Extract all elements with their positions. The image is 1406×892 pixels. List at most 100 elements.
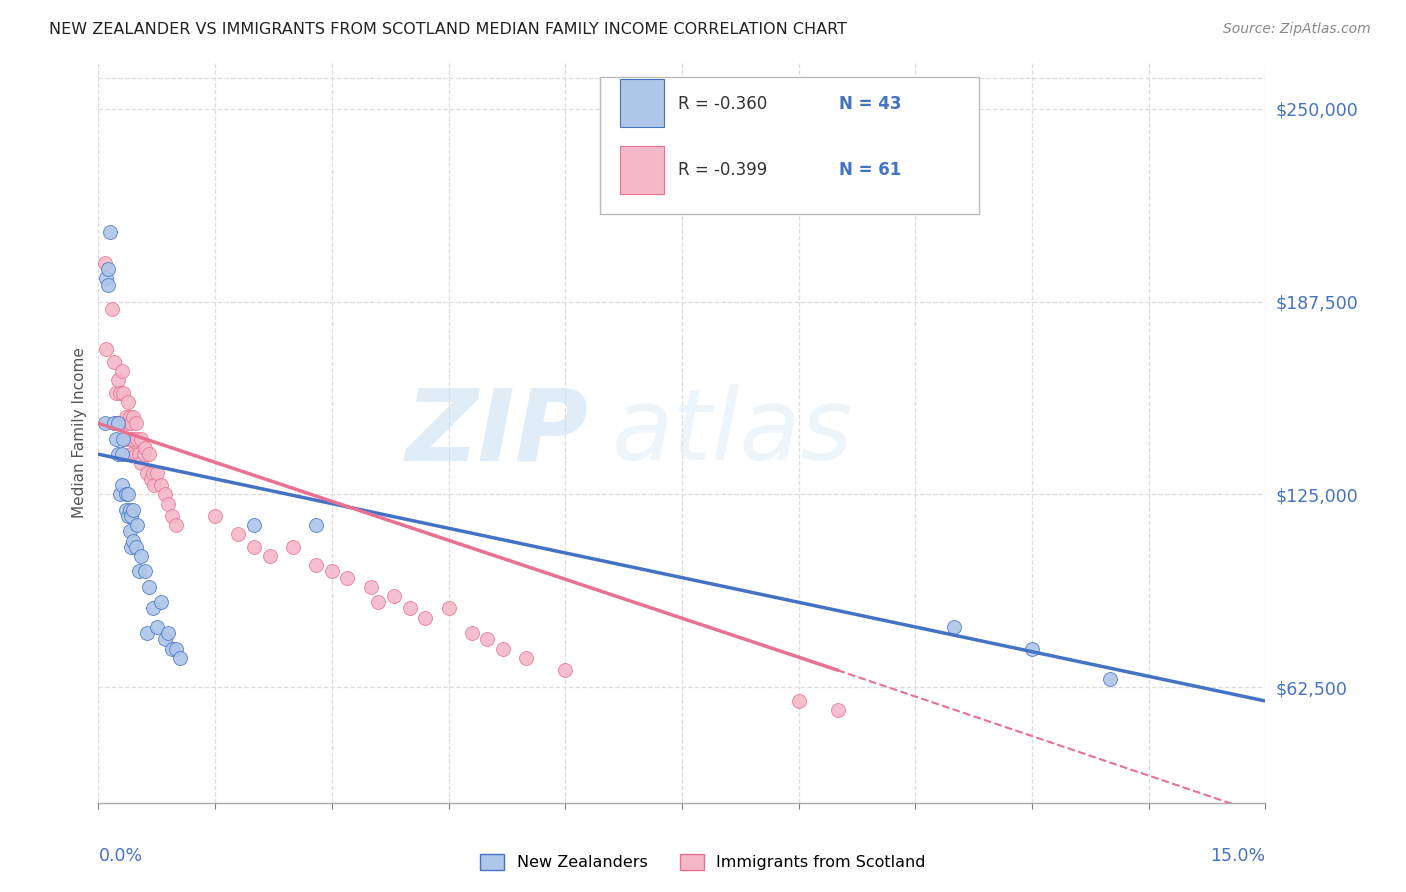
Point [169,650,191,665]
Text: 0.0%: 0.0% [98,847,142,865]
Y-axis label: Median Family Income: Median Family Income [72,347,87,518]
Point [128,565,150,579]
Point [165,641,187,656]
Point [107,417,129,431]
Point [104,417,127,431]
Point [398,601,420,615]
Legend: New Zealanders, Immigrants from Scotland: New Zealanders, Immigrants from Scotland [474,847,932,877]
Point [104,432,127,446]
Point [827,703,849,717]
Point [461,626,484,640]
Point [162,641,184,656]
Point [107,447,129,461]
Point [153,632,176,647]
Point [96,343,118,357]
Point [117,394,139,409]
Point [146,466,169,480]
Point [382,589,405,603]
Text: N = 43: N = 43 [839,95,903,112]
Point [153,487,176,501]
Point [101,302,124,317]
Point [125,447,148,461]
Point [413,611,436,625]
Point [1021,641,1043,656]
Text: R = -0.399: R = -0.399 [679,161,768,178]
Point [128,447,150,461]
Point [281,540,304,554]
Point [157,626,180,640]
Text: NEW ZEALANDER VS IMMIGRANTS FROM SCOTLAND MEDIAN FAMILY INCOME CORRELATION CHART: NEW ZEALANDER VS IMMIGRANTS FROM SCOTLAN… [49,22,848,37]
Text: N = 61: N = 61 [839,161,901,178]
Point [111,364,134,378]
Point [114,487,136,501]
Point [122,502,145,516]
Point [360,580,382,594]
Point [138,580,160,594]
Point [125,417,148,431]
Point [243,540,266,554]
Point [97,277,120,292]
Point [305,518,328,533]
Point [515,650,537,665]
Point [120,508,142,523]
Text: 15.0%: 15.0% [1211,847,1265,865]
Text: atlas: atlas [612,384,853,481]
Text: ZIP: ZIP [405,384,589,481]
Point [134,565,156,579]
Point [132,447,155,461]
Point [787,694,810,708]
Point [162,508,184,523]
Point [165,518,187,533]
Point [127,518,149,533]
Point [943,620,966,634]
Point [93,417,115,431]
Point [129,432,152,446]
Point [138,447,160,461]
Point [112,385,135,400]
Point [149,595,172,609]
Point [98,225,121,239]
Point [259,549,281,563]
Point [97,262,120,277]
Point [93,256,115,270]
Point [336,571,359,585]
Text: R = -0.360: R = -0.360 [679,95,768,112]
Point [134,441,156,455]
Point [122,533,145,548]
Point [107,373,129,387]
Point [305,558,328,573]
Point [108,385,131,400]
Point [122,410,145,425]
Point [112,432,135,446]
Point [96,271,118,285]
Point [120,417,142,431]
Point [111,447,134,461]
Point [157,497,180,511]
Point [554,663,576,677]
Point [149,478,172,492]
Point [114,410,136,425]
Point [125,540,148,554]
Bar [620,146,665,194]
Point [129,457,152,471]
Point [143,478,166,492]
Point [111,417,134,431]
Point [120,447,142,461]
Point [117,508,139,523]
Point [142,601,165,615]
Point [118,524,141,539]
Point [114,502,136,516]
Point [321,565,343,579]
Point [117,417,139,431]
FancyBboxPatch shape [600,78,980,214]
Text: Source: ZipAtlas.com: Source: ZipAtlas.com [1223,22,1371,37]
Point [103,417,125,431]
Point [114,432,136,446]
Point [437,601,460,615]
Point [118,410,141,425]
Point [108,487,131,501]
Point [135,466,157,480]
Point [111,478,134,492]
Point [127,432,149,446]
Point [135,626,157,640]
